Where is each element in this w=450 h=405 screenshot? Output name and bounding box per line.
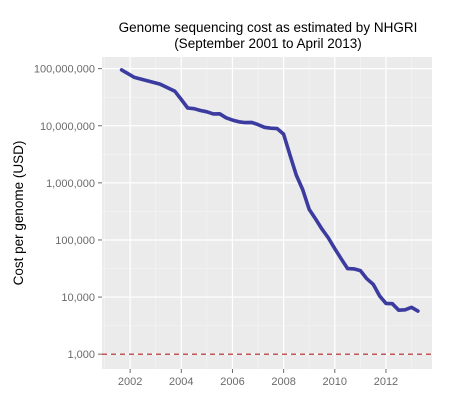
y-tick-label: 100,000: [55, 235, 95, 247]
y-tick-label: 100,000,000: [34, 64, 95, 76]
series-line-0: [119, 68, 420, 313]
y-tick-label: 1,000,000: [46, 178, 95, 190]
x-tick-label: 2012: [374, 376, 398, 388]
x-tick-label: 2008: [271, 376, 295, 388]
y-axis-label: Cost per genome (USD): [11, 141, 26, 286]
y-tick-label: 10,000,000: [40, 121, 95, 133]
y-axis: 1,000 10,000 100,000 1,000,000 10,000,000 100…: [34, 64, 102, 361]
chart-subtitle: (September 2001 to April 2013): [174, 36, 362, 51]
x-tick-label: 2006: [220, 376, 244, 388]
y-tick-label: 10,000: [61, 292, 95, 304]
x-axis: 2002 2004 2006 2008 2010 2012: [118, 369, 398, 388]
x-tick-label: 2010: [323, 376, 347, 388]
chart-title: Genome sequencing cost as estimated by N…: [119, 20, 418, 35]
x-tick-label: 2004: [169, 376, 193, 388]
y-tick-label: 1,000: [67, 349, 95, 361]
series-group: [119, 68, 420, 313]
plot-panel: [102, 57, 432, 369]
x-tick-label: 2002: [118, 376, 142, 388]
